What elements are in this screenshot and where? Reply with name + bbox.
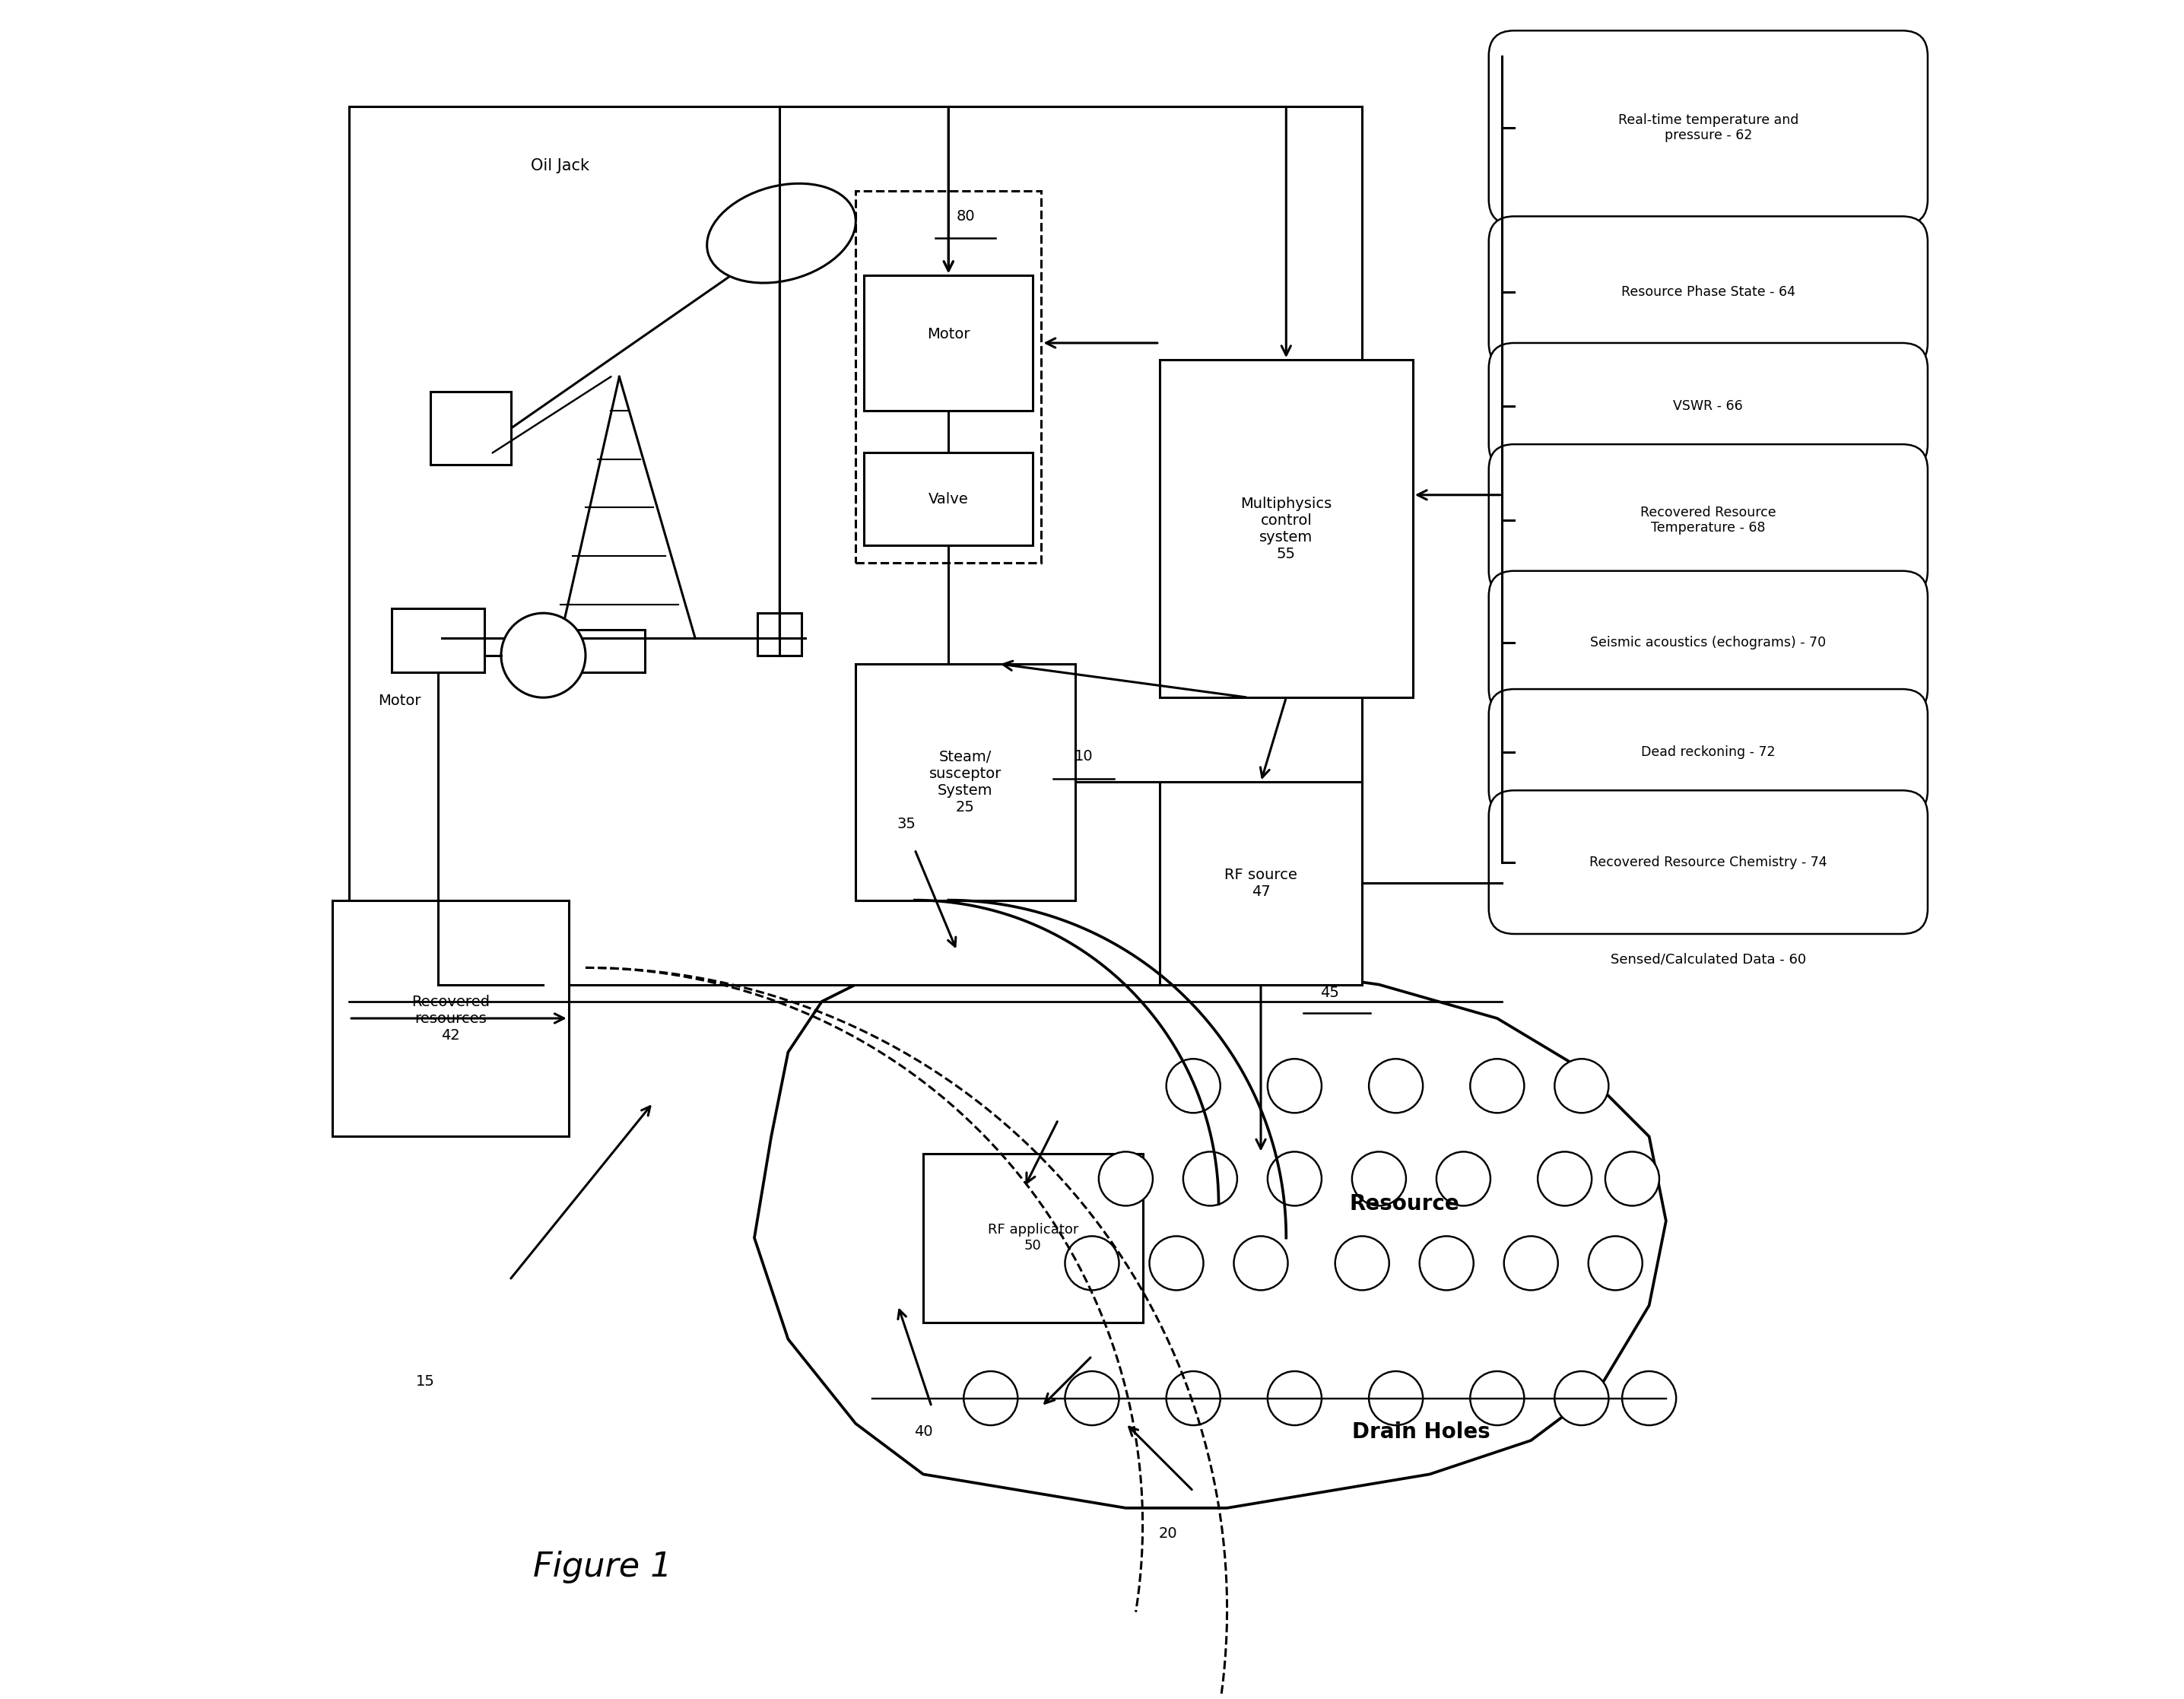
Circle shape bbox=[1470, 1058, 1524, 1113]
Text: 10: 10 bbox=[1075, 749, 1092, 765]
Bar bbox=[758, 613, 802, 656]
Text: 80: 80 bbox=[957, 209, 974, 224]
Bar bbox=[391, 608, 485, 673]
Circle shape bbox=[1066, 1371, 1118, 1425]
Text: RF applicator
50: RF applicator 50 bbox=[987, 1223, 1079, 1252]
Text: 35: 35 bbox=[898, 817, 915, 831]
Circle shape bbox=[1420, 1237, 1474, 1290]
Bar bbox=[544, 630, 644, 673]
Text: Sensed/Calculated Data - 60: Sensed/Calculated Data - 60 bbox=[1610, 953, 1806, 967]
Text: VSWR - 66: VSWR - 66 bbox=[1673, 399, 1743, 413]
Text: Resource Phase State - 64: Resource Phase State - 64 bbox=[1621, 285, 1795, 299]
Text: RF source
47: RF source 47 bbox=[1225, 868, 1297, 899]
Text: Recovered Resource
Temperature - 68: Recovered Resource Temperature - 68 bbox=[1640, 506, 1776, 535]
FancyBboxPatch shape bbox=[1489, 571, 1928, 714]
FancyBboxPatch shape bbox=[1489, 443, 1928, 596]
FancyBboxPatch shape bbox=[1489, 790, 1928, 934]
Circle shape bbox=[1352, 1152, 1406, 1206]
Bar bbox=[865, 452, 1033, 545]
Text: Steam/
susceptor
System
25: Steam/ susceptor System 25 bbox=[928, 749, 1002, 814]
Circle shape bbox=[1334, 1237, 1389, 1290]
Circle shape bbox=[1267, 1371, 1321, 1425]
Text: Valve: Valve bbox=[928, 493, 968, 506]
Circle shape bbox=[1555, 1371, 1610, 1425]
FancyBboxPatch shape bbox=[1489, 216, 1928, 369]
Text: Resource: Resource bbox=[1350, 1193, 1459, 1215]
Text: 45: 45 bbox=[1319, 985, 1339, 1001]
Text: Dead reckoning - 72: Dead reckoning - 72 bbox=[1640, 746, 1776, 759]
Text: Drain Holes: Drain Holes bbox=[1352, 1422, 1489, 1442]
Bar bbox=[1160, 782, 1363, 985]
Text: 40: 40 bbox=[913, 1425, 933, 1439]
Circle shape bbox=[500, 613, 585, 698]
Circle shape bbox=[1623, 1371, 1675, 1425]
Text: Recovered
resources
42: Recovered resources 42 bbox=[411, 994, 489, 1041]
Ellipse shape bbox=[708, 183, 856, 284]
Circle shape bbox=[1505, 1237, 1557, 1290]
Bar bbox=[856, 664, 1075, 900]
Circle shape bbox=[963, 1371, 1018, 1425]
Bar bbox=[856, 190, 1042, 562]
Circle shape bbox=[1538, 1152, 1592, 1206]
Text: Figure 1: Figure 1 bbox=[533, 1551, 673, 1583]
Bar bbox=[924, 1154, 1142, 1322]
Text: 15: 15 bbox=[415, 1374, 435, 1388]
Circle shape bbox=[1184, 1152, 1236, 1206]
Circle shape bbox=[1605, 1152, 1660, 1206]
Circle shape bbox=[1369, 1058, 1424, 1113]
Text: 20: 20 bbox=[1158, 1526, 1177, 1541]
Text: Seismic acoustics (echograms) - 70: Seismic acoustics (echograms) - 70 bbox=[1590, 635, 1826, 649]
Text: Recovered Resource Chemistry - 74: Recovered Resource Chemistry - 74 bbox=[1590, 855, 1828, 868]
FancyBboxPatch shape bbox=[1489, 690, 1928, 816]
FancyBboxPatch shape bbox=[1489, 343, 1928, 469]
Circle shape bbox=[1470, 1371, 1524, 1425]
Bar bbox=[332, 900, 568, 1137]
Polygon shape bbox=[753, 951, 1666, 1509]
Text: Real-time temperature and
pressure - 62: Real-time temperature and pressure - 62 bbox=[1618, 112, 1797, 143]
Circle shape bbox=[1166, 1058, 1221, 1113]
Text: Motor: Motor bbox=[378, 693, 422, 708]
Circle shape bbox=[1099, 1152, 1153, 1206]
Text: Oil Jack: Oil Jack bbox=[531, 158, 590, 173]
Bar bbox=[1160, 360, 1413, 698]
Bar bbox=[865, 275, 1033, 411]
FancyBboxPatch shape bbox=[1489, 31, 1928, 224]
Circle shape bbox=[1149, 1237, 1203, 1290]
Circle shape bbox=[1066, 1237, 1118, 1290]
Circle shape bbox=[1166, 1371, 1221, 1425]
Bar bbox=[349, 107, 1363, 985]
Circle shape bbox=[1555, 1058, 1610, 1113]
Circle shape bbox=[1267, 1058, 1321, 1113]
Circle shape bbox=[1369, 1371, 1424, 1425]
Text: Motor: Motor bbox=[926, 328, 970, 341]
Circle shape bbox=[1437, 1152, 1489, 1206]
Circle shape bbox=[1267, 1152, 1321, 1206]
Bar bbox=[430, 392, 511, 464]
Text: Multiphysics
control
system
55: Multiphysics control system 55 bbox=[1241, 496, 1332, 561]
Circle shape bbox=[1234, 1237, 1289, 1290]
Circle shape bbox=[1588, 1237, 1642, 1290]
